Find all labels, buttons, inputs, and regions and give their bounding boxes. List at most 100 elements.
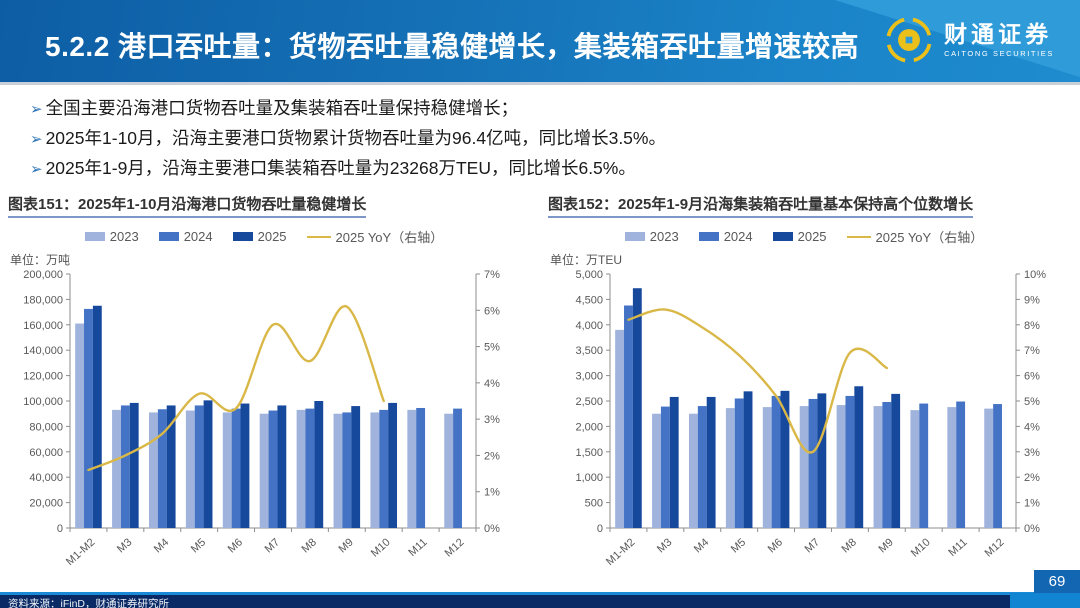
logo-text: 财通证券 CAITONG SECURITIES [944, 20, 1054, 58]
svg-text:M7: M7 [263, 536, 282, 555]
svg-text:M3: M3 [115, 536, 134, 555]
bar [203, 400, 213, 528]
bar [799, 406, 809, 528]
bar [762, 407, 772, 528]
svg-text:M1-M2: M1-M2 [604, 536, 637, 568]
bar [92, 305, 102, 528]
bar [660, 406, 670, 528]
company-logo: 财通证券 CAITONG SECURITIES [884, 15, 1054, 65]
legend-item-yoy: 2025 YoY（右轴） [306, 227, 443, 246]
bar [697, 406, 707, 528]
bar [333, 413, 343, 528]
svg-text:60,000: 60,000 [29, 447, 63, 459]
svg-text:M8: M8 [300, 536, 319, 555]
legend-label: 2023 [109, 229, 139, 244]
legend-label: 2025 [257, 229, 287, 244]
legend-item-2025: 2025 [232, 229, 287, 244]
bar [75, 323, 85, 528]
svg-text:6%: 6% [1024, 371, 1040, 383]
axis-unit-label: 单位：万TEU [550, 253, 623, 267]
svg-text:M12: M12 [983, 536, 1007, 559]
bullet-item: ➢ 全国主要沿海港口货物吞吐量及集装箱吞吐量保持稳健增长； [30, 94, 1064, 124]
svg-text:M11: M11 [406, 536, 429, 559]
svg-text:M5: M5 [189, 536, 208, 555]
svg-text:5,000: 5,000 [575, 269, 603, 281]
bar [268, 410, 278, 528]
container-throughput-chart-panel: 图表152：2025年1-9月沿海集装箱吞吐量基本保持高个位数增长 2023 2… [546, 193, 1062, 585]
svg-text:20,000: 20,000 [29, 498, 63, 510]
svg-text:160,000: 160,000 [23, 320, 63, 332]
svg-text:140,000: 140,000 [23, 345, 63, 357]
svg-text:M1-M2: M1-M2 [64, 536, 97, 568]
bar [259, 413, 269, 528]
bar [351, 406, 361, 528]
bar [615, 329, 625, 528]
bar [910, 410, 920, 528]
bar [808, 398, 818, 528]
bar [231, 408, 241, 528]
bar [984, 408, 994, 528]
svg-text:120,000: 120,000 [23, 371, 63, 383]
bar [817, 393, 827, 528]
bar [453, 408, 462, 528]
legend-swatch-2024 [158, 232, 179, 241]
svg-text:4,000: 4,000 [575, 320, 603, 332]
svg-text:3,500: 3,500 [575, 345, 603, 357]
chart-title: 图表151：2025年1-10月沿海港口货物吞吐量稳健增长 [8, 193, 367, 218]
svg-text:1%: 1% [1024, 498, 1040, 510]
bar [688, 413, 698, 528]
svg-text:0: 0 [57, 523, 63, 535]
logo-name-cn: 财通证券 [944, 20, 1053, 47]
bar [725, 408, 735, 528]
bullet-item: ➢ 2025年1-10月，沿海主要港口货物累计货物吞吐量为96.4亿吨，同比增长3… [30, 124, 1064, 154]
svg-text:M10: M10 [909, 536, 933, 559]
svg-text:0%: 0% [1024, 523, 1040, 535]
bar [370, 412, 380, 528]
legend-item-2024: 2024 [698, 229, 753, 244]
svg-text:1,000: 1,000 [575, 472, 603, 484]
chart-plot-area: 0 500 1,000 1,500 2,000 2,500 3,000 3,500 4,000 4… [546, 268, 1062, 585]
legend-item-2023: 2023 [84, 229, 139, 244]
bar [84, 308, 93, 528]
legend-swatch-2024 [698, 232, 719, 241]
svg-text:M6: M6 [766, 536, 785, 555]
svg-text:2,500: 2,500 [575, 396, 603, 408]
footer-bar-accent [1010, 593, 1080, 608]
footer-bar [0, 595, 1080, 608]
svg-text:M7: M7 [803, 536, 822, 555]
svg-text:0%: 0% [484, 523, 500, 535]
charts-row: 图表151：2025年1-10月沿海港口货物吞吐量稳健增长 2023 2024 … [6, 193, 1062, 585]
bar [314, 401, 324, 528]
svg-text:7%: 7% [484, 269, 500, 281]
axis-unit-label: 单位：万吨 [10, 253, 71, 267]
chart-title: 图表152：2025年1-9月沿海集装箱吞吐量基本保持高个位数增长 [548, 193, 974, 218]
bullet-text: 2025年1-9月，沿海主要港口集装箱吞吐量为23268万TEU，同比增长6.5… [45, 158, 636, 178]
bar [891, 393, 901, 528]
svg-text:1%: 1% [484, 487, 500, 499]
bar [771, 395, 781, 528]
svg-text:4,500: 4,500 [575, 294, 603, 306]
legend-item-2023: 2023 [624, 229, 679, 244]
chart-legend: 2023 2024 2025 2025 YoY（右轴） [6, 227, 522, 246]
bar-series-2024 [624, 305, 1002, 528]
svg-text:80,000: 80,000 [29, 421, 63, 433]
caitong-emblem-icon [886, 17, 932, 63]
header-divider [0, 82, 1080, 85]
legend-label: 2024 [183, 229, 213, 244]
bar [632, 288, 642, 528]
bar [652, 413, 661, 528]
svg-text:M5: M5 [729, 536, 748, 555]
bar [342, 412, 352, 528]
svg-text:M12: M12 [443, 536, 467, 559]
bar [388, 402, 398, 528]
bar [112, 409, 121, 528]
bar [185, 410, 195, 528]
svg-text:M4: M4 [692, 536, 711, 555]
legend-label: 2025 [797, 229, 827, 244]
bar [305, 408, 315, 528]
bar-series-2023 [615, 329, 994, 528]
svg-text:8%: 8% [1024, 320, 1040, 332]
svg-text:1,500: 1,500 [575, 447, 603, 459]
bar [129, 402, 139, 528]
